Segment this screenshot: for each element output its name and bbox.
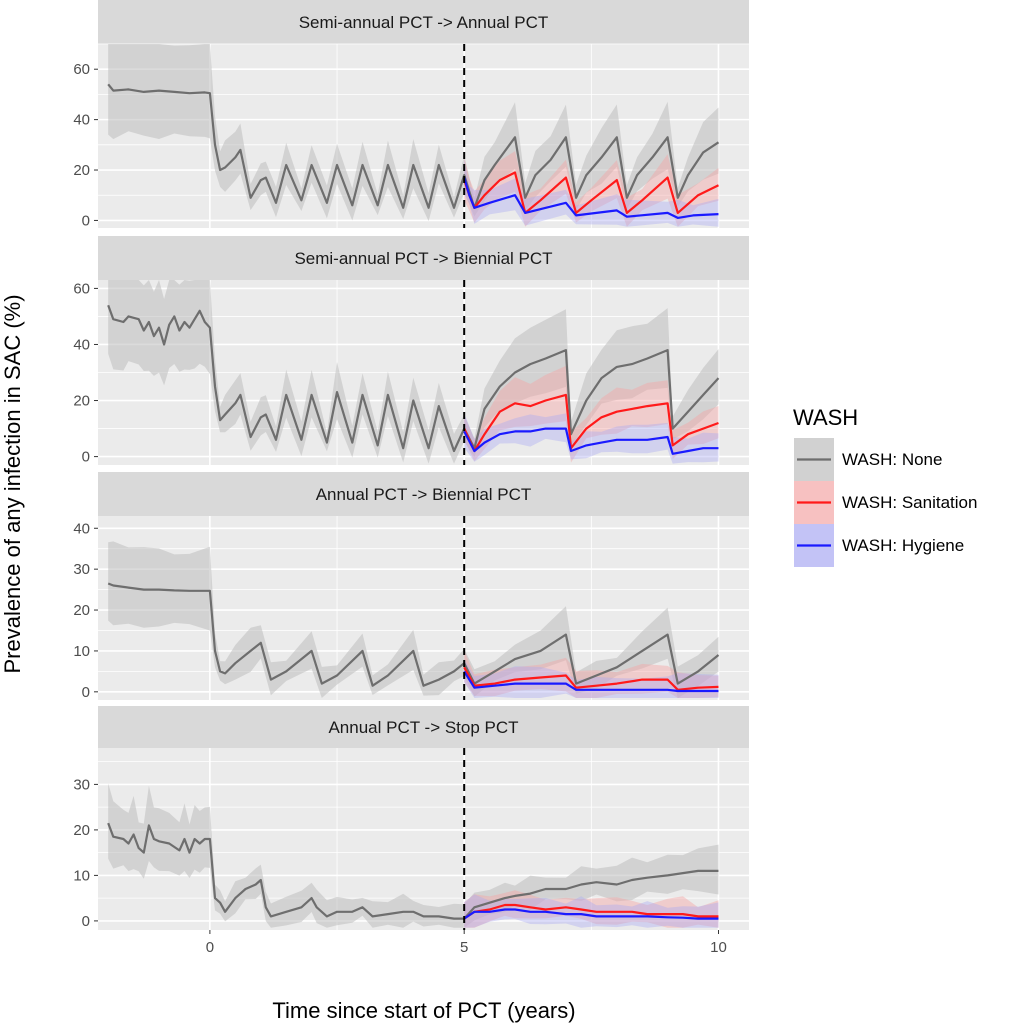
series-line-none xyxy=(107,83,720,209)
panel-title: Annual PCT -> Stop PCT xyxy=(328,718,518,737)
y-tick-label: 60 xyxy=(73,61,90,78)
y-tick-label: 0 xyxy=(82,684,90,701)
panel-3: Annual PCT -> Biennial PCT 0 10 20 30 40 xyxy=(73,472,749,701)
panel-4: Annual PCT -> Stop PCT 0 10 20 30 xyxy=(73,706,749,930)
x-tick-label: 5 xyxy=(460,939,468,956)
series-line-none xyxy=(107,822,719,920)
band-none xyxy=(108,44,719,222)
y-tick-label: 0 xyxy=(82,449,90,466)
band-sanitation xyxy=(464,151,719,227)
legend: WASH WASH: None WASH: Sanitation WASH: Hyg… xyxy=(793,405,977,567)
y-tick-label: 40 xyxy=(73,112,90,129)
legend-item-none: WASH: None xyxy=(794,438,942,481)
y-tick-label: 0 xyxy=(82,212,90,229)
y-tick-label: 10 xyxy=(73,643,90,660)
x-tick-label: 10 xyxy=(710,939,727,956)
band-hygiene xyxy=(464,413,719,464)
series-line-sanitation xyxy=(463,666,719,691)
band-sanitation xyxy=(464,650,719,698)
y-tick-label: 30 xyxy=(73,776,90,793)
y-tick-label: 30 xyxy=(73,561,90,578)
series-line-sanitation xyxy=(463,903,719,920)
panel-strip xyxy=(98,0,749,44)
series-line-hygiene xyxy=(463,670,719,693)
legend-label: WASH: Hygiene xyxy=(842,536,964,555)
series-line-hygiene xyxy=(463,427,719,455)
panels-layer: Semi-annual PCT -> Annual PCT0204060Semi… xyxy=(73,0,749,930)
panel-strip xyxy=(98,236,749,280)
y-tick-label: 60 xyxy=(73,280,90,297)
y-tick-label: 10 xyxy=(73,867,90,884)
legend-keys: WASH: None WASH: Sanitation WASH: Hygiene xyxy=(794,438,977,567)
band-sanitation xyxy=(464,890,719,928)
panel-title: Semi-annual PCT -> Biennial PCT xyxy=(294,249,552,268)
x-axis: 0 5 10 xyxy=(206,930,727,956)
legend-label: WASH: None xyxy=(842,450,942,469)
y-tick-label: 20 xyxy=(73,393,90,410)
series-line-sanitation xyxy=(463,171,719,214)
series-line-hygiene xyxy=(463,177,719,219)
panel-strip xyxy=(98,472,749,516)
panel-title: Semi-annual PCT -> Annual PCT xyxy=(299,13,549,32)
series-line-sanitation xyxy=(463,393,719,453)
x-axis-title: Time since start of PCT (years) xyxy=(272,998,575,1023)
band-none xyxy=(108,783,719,928)
panel-2: Semi-annual PCT -> Biennial PCT 0 20 40 60 xyxy=(73,236,749,466)
legend-item-hygiene: WASH: Hygiene xyxy=(794,524,964,567)
x-tick-label: 0 xyxy=(206,939,214,956)
y-axis-title: Prevalence of any infection in SAC (%) xyxy=(0,294,25,673)
series-line-none xyxy=(107,304,720,453)
y-tick-label: 20 xyxy=(73,822,90,839)
legend-label: WASH: Sanitation xyxy=(842,493,977,512)
panel-title: Annual PCT -> Biennial PCT xyxy=(316,485,532,504)
y-tick-label: 20 xyxy=(73,162,90,179)
y-tick-label: 0 xyxy=(82,913,90,930)
band-sanitation xyxy=(464,365,719,463)
legend-item-sanitation: WASH: Sanitation xyxy=(794,481,977,524)
series-line-hygiene xyxy=(463,908,719,920)
y-tick-label: 20 xyxy=(73,602,90,619)
series-line-none xyxy=(107,582,720,687)
y-tick-label: 40 xyxy=(73,336,90,353)
y-tick-label: 40 xyxy=(73,520,90,537)
legend-title: WASH xyxy=(793,405,858,430)
panel-1: Semi-annual PCT -> Annual PCT 0 20 40 60 xyxy=(73,0,749,229)
panel-strip xyxy=(98,706,749,748)
band-none xyxy=(108,541,719,698)
